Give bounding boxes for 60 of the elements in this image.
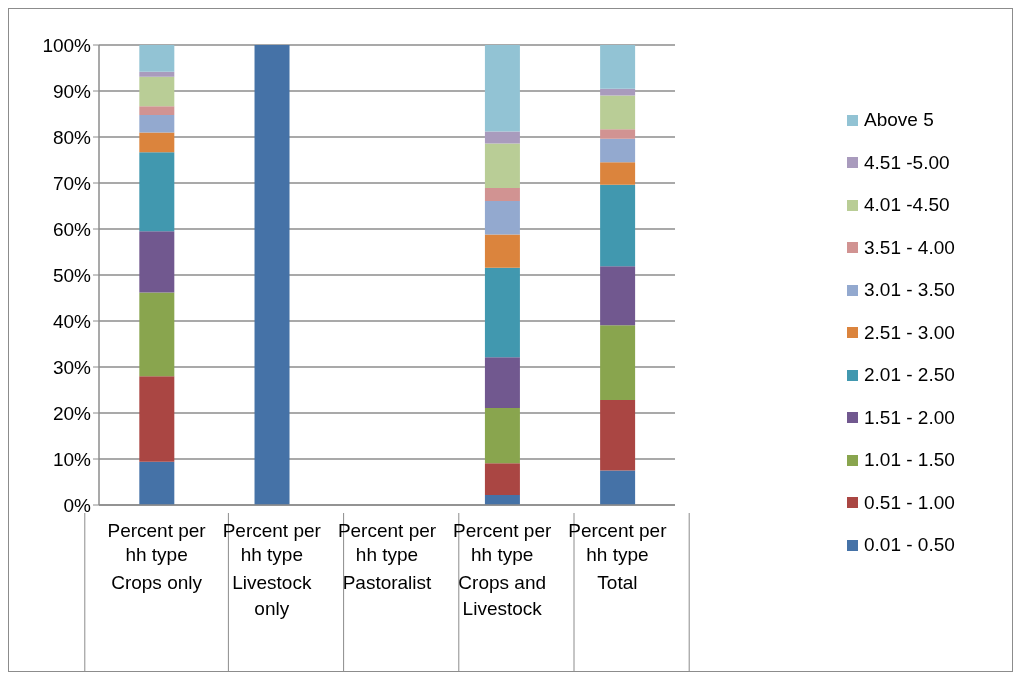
bar — [600, 162, 636, 185]
bar — [139, 461, 175, 505]
legend-label: 1.51 - 2.00 — [864, 406, 955, 429]
x-tick-label: Percent per hh type Pastoralist — [337, 520, 437, 593]
y-tick-label: 40% — [52, 310, 92, 332]
y-tick-label: 0% — [63, 494, 92, 516]
bar — [484, 234, 520, 268]
bar — [139, 376, 175, 462]
bar — [484, 131, 520, 144]
y-tick-label: 90% — [52, 80, 92, 102]
bar — [600, 138, 636, 163]
bar — [139, 292, 175, 377]
bar — [484, 200, 520, 235]
y-tick-label: 80% — [52, 126, 92, 148]
bar — [484, 357, 520, 408]
legend-label: 4.51 -5.00 — [864, 151, 950, 174]
y-tick-label: 50% — [52, 264, 92, 286]
legend-label: 3.51 - 4.00 — [864, 236, 955, 259]
bar — [139, 231, 175, 293]
bar — [600, 129, 636, 139]
legend-label: 2.51 - 3.00 — [864, 321, 955, 344]
legend-label: 0.01 - 0.50 — [864, 534, 955, 556]
bar — [139, 114, 175, 133]
x-tick-label: Percent per hh type Crops only — [107, 520, 207, 593]
legend-label: 1.01 - 1.50 — [864, 449, 955, 471]
bar — [600, 470, 636, 505]
legend-label: Above 5 — [864, 109, 934, 131]
y-tick-label: 10% — [52, 448, 92, 470]
bar — [139, 106, 175, 115]
bar — [139, 152, 175, 232]
bar — [254, 45, 290, 505]
x-tick-label: Percent per hh type Crops and Livestock — [453, 520, 552, 619]
bar — [600, 266, 636, 326]
bar — [600, 95, 636, 130]
bar — [484, 143, 520, 189]
legend-label: 0.51 - 1.00 — [864, 491, 955, 514]
bar — [600, 325, 636, 401]
bar — [600, 400, 636, 471]
bar — [600, 184, 636, 267]
legend-label: 3.01 - 3.50 — [864, 279, 955, 301]
bar — [484, 188, 520, 201]
y-tick-label: 60% — [52, 218, 92, 240]
bar — [139, 45, 175, 72]
y-tick-label: 70% — [52, 172, 92, 194]
legend-label: 2.01 - 2.50 — [864, 364, 955, 386]
legend-label: 4.01 -4.50 — [864, 194, 950, 216]
bar — [139, 71, 175, 77]
bar — [600, 45, 636, 89]
y-tick-label: 30% — [52, 356, 92, 378]
x-tick-label: Percent per hh type Total — [568, 520, 668, 593]
bar — [484, 407, 520, 464]
y-tick-label: 20% — [52, 402, 92, 424]
bar — [600, 88, 636, 96]
bar — [484, 45, 520, 132]
bar — [484, 267, 520, 358]
y-tick-label: 100% — [42, 34, 92, 56]
bar — [484, 463, 520, 495]
x-tick-label: Percent per hh type Livestock only — [222, 520, 322, 619]
bar — [139, 76, 175, 107]
bar — [139, 132, 175, 153]
